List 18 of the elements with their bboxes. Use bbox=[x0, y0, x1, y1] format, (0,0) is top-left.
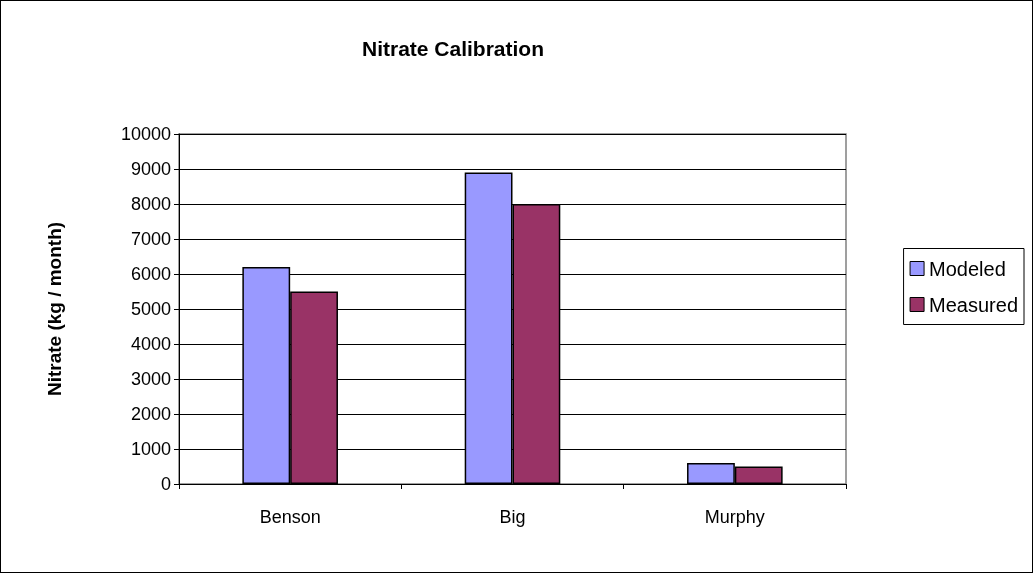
chart-title: Nitrate Calibration bbox=[361, 37, 545, 60]
y-tick-label: 8000 bbox=[130, 194, 171, 214]
y-tick-label: 1000 bbox=[130, 439, 171, 459]
y-tick-label: 10000 bbox=[120, 124, 171, 144]
y-tick-label: 2000 bbox=[130, 404, 171, 424]
y-tick-label: 3000 bbox=[130, 369, 171, 389]
y-tick-label: 4000 bbox=[130, 334, 171, 354]
legend-label: Modeled bbox=[929, 257, 1006, 280]
y-tick-label: 9000 bbox=[130, 159, 171, 179]
legend-label: Measured bbox=[929, 293, 1018, 316]
y-tick-label: 0 bbox=[160, 474, 171, 494]
y-axis-title: Nitrate (kg / month) bbox=[44, 221, 65, 397]
x-tick-label: Big bbox=[499, 507, 526, 527]
y-tick-label: 6000 bbox=[130, 264, 171, 284]
x-tick-label: Benson bbox=[259, 507, 321, 527]
y-tick-label: 5000 bbox=[130, 299, 171, 319]
y-tick-label: 7000 bbox=[130, 229, 171, 249]
x-tick-label: Murphy bbox=[704, 507, 765, 527]
